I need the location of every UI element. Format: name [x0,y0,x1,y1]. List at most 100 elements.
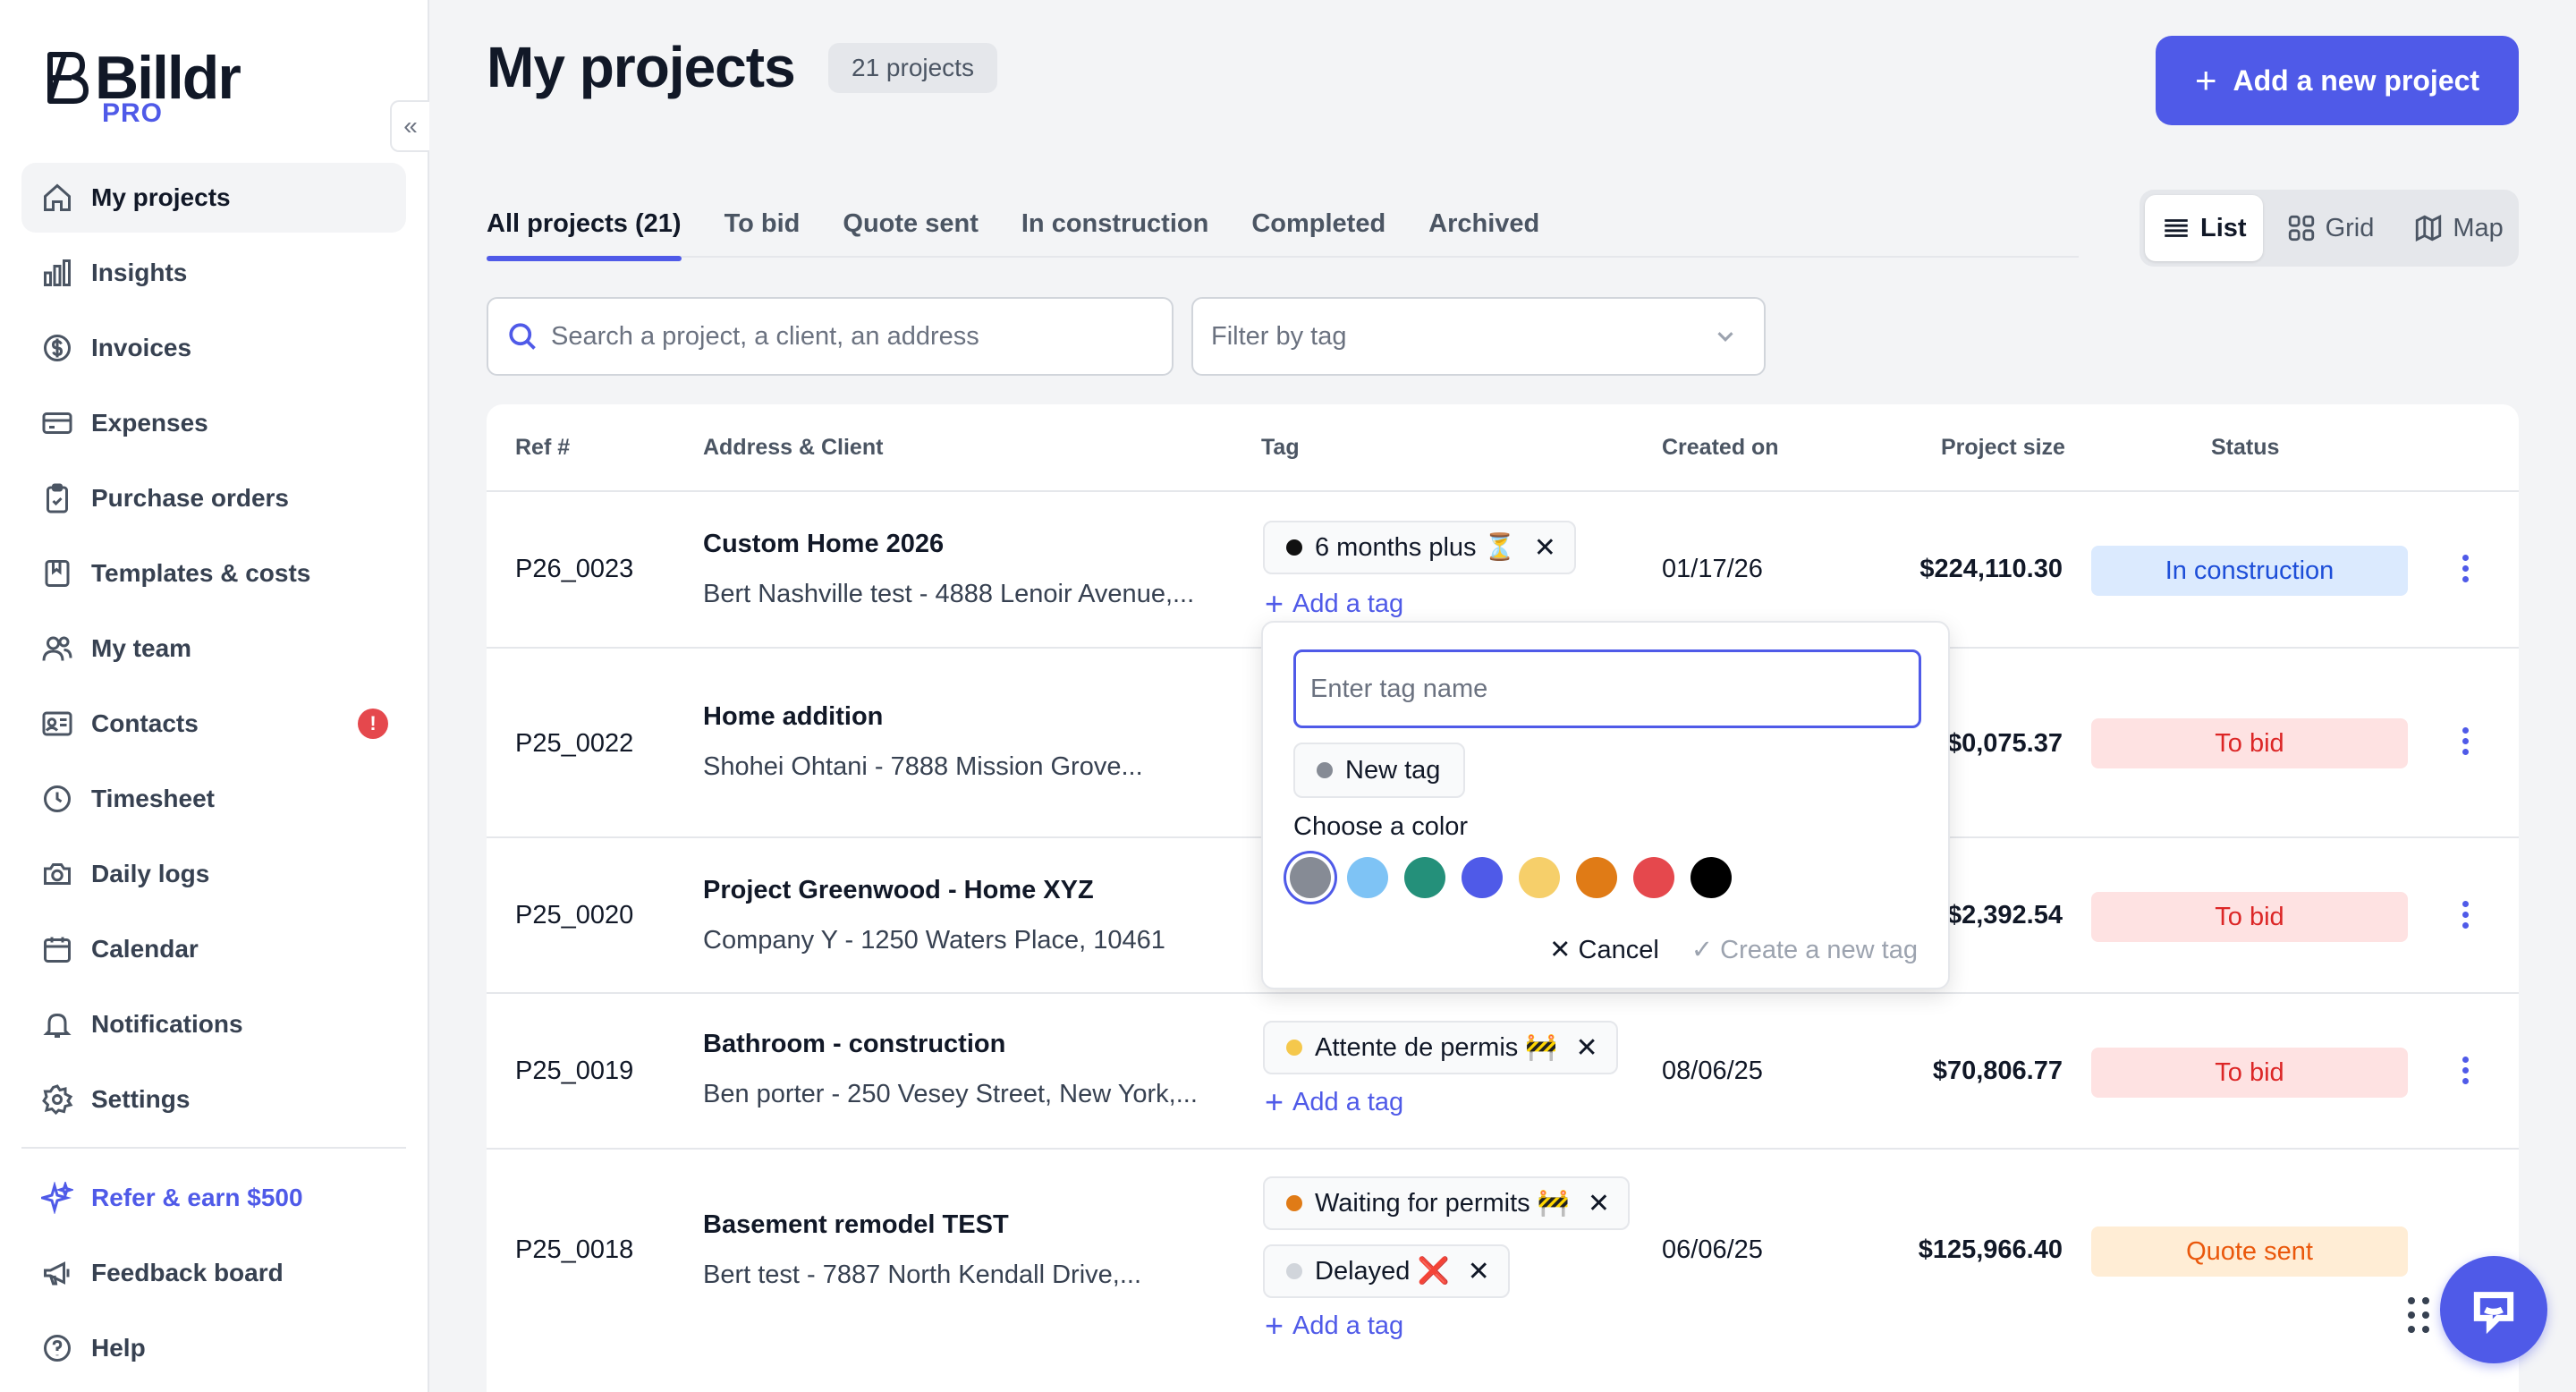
sidebar-item-label: Notifications [91,1010,243,1038]
sidebar-item-expenses[interactable]: Expenses [21,388,406,458]
chat-support-button[interactable] [2440,1256,2547,1363]
tag-chip[interactable]: 6 months plus ⏳ ✕ [1263,521,1576,574]
project-name[interactable]: Bathroom - construction [703,1030,1006,1058]
gear-icon [39,1082,75,1117]
col-address-client[interactable]: Address & Client [703,435,884,460]
plus-icon: + [2194,59,2217,101]
color-swatch-yellow[interactable] [1519,857,1560,898]
collapse-sidebar-button[interactable]: « [390,100,429,152]
status-badge[interactable]: To bid [2091,718,2408,768]
choose-color-label: Choose a color [1293,812,1469,841]
clock-icon [39,781,75,817]
sidebar-item-feedback[interactable]: Feedback board [21,1238,406,1308]
color-swatch-light-blue[interactable] [1347,857,1388,898]
tab-archived[interactable]: Archived [1428,209,1540,238]
book-icon [39,556,75,591]
tag-chip[interactable]: Attente de permis 🚧 ✕ [1263,1021,1618,1074]
color-swatch-black[interactable] [1690,857,1732,898]
table-row[interactable]: P25_0019 Bathroom - construction Ben por… [487,994,2519,1150]
tab-quote-sent[interactable]: Quote sent [843,209,979,238]
sidebar-item-contacts[interactable]: Contacts ! [21,689,406,759]
view-map-button[interactable]: Map [2397,195,2519,261]
tab-to-bid[interactable]: To bid [724,209,801,238]
sidebar-item-timesheet[interactable]: Timesheet [21,764,406,834]
cancel-button[interactable]: ✕ Cancel [1549,934,1659,965]
color-swatch-blue[interactable] [1462,857,1503,898]
tag-chip[interactable]: Waiting for permits 🚧 ✕ [1263,1176,1630,1230]
row-menu-icon[interactable] [2454,1057,2476,1084]
color-swatch-gray[interactable] [1290,857,1331,898]
sidebar-item-invoices[interactable]: Invoices [21,313,406,383]
col-project-size[interactable]: Project size [1941,435,2065,460]
drag-handle-icon[interactable] [2408,1297,2429,1333]
sidebar-item-my-team[interactable]: My team [21,614,406,683]
remove-tag-icon[interactable]: ✕ [1587,1188,1610,1218]
table-row[interactable]: P25_0018 Basement remodel TEST Bert test… [487,1150,2519,1392]
col-ref[interactable]: Ref # [515,435,571,460]
billdr-logo[interactable]: Billdr PRO [45,43,242,128]
color-swatch-red[interactable] [1633,857,1674,898]
row-menu-icon[interactable] [2454,555,2476,582]
chat-icon [2473,1292,2514,1335]
project-name[interactable]: Basement remodel TEST [703,1210,1009,1239]
color-swatch-orange[interactable] [1576,857,1617,898]
sidebar-item-label: Invoices [91,334,192,361]
status-badge[interactable]: To bid [2091,1048,2408,1098]
filter-by-tag-select[interactable]: Filter by tag [1191,297,1766,376]
table-row[interactable]: P26_0023 Custom Home 2026 Bert Nashville… [487,492,2519,649]
project-ref: P25_0018 [515,1235,634,1264]
page-title: My projects [487,35,796,99]
search-input[interactable] [551,321,1141,352]
col-created[interactable]: Created on [1662,435,1779,460]
project-name[interactable]: Project Greenwood - Home XYZ [703,876,1094,904]
col-status[interactable]: Status [2211,435,2280,460]
add-project-button[interactable]: + Add a new project [2156,36,2519,125]
add-tag-link[interactable]: + Add a tag [1265,1083,1403,1121]
project-name[interactable]: Home addition [703,702,884,731]
col-tag[interactable]: Tag [1261,435,1300,460]
sidebar-item-label: Calendar [91,935,199,963]
sidebar-item-label: Purchase orders [91,484,289,512]
project-client: Ben porter - 250 Vesey Street, New York,… [703,1080,1198,1108]
sidebar-item-daily-logs[interactable]: Daily logs [21,839,406,909]
project-size: $2,392.54 [1946,901,2063,929]
sidebar-item-settings[interactable]: Settings [21,1065,406,1134]
sidebar-item-purchase-orders[interactable]: Purchase orders [21,463,406,533]
row-menu-icon[interactable] [2454,727,2476,755]
status-badge[interactable]: To bid [2091,892,2408,942]
credit-card-icon [39,405,75,441]
sidebar-item-insights[interactable]: Insights [21,238,406,308]
users-icon [39,631,75,666]
add-tag-link[interactable]: + Add a tag [1265,1307,1403,1345]
sidebar-item-my-projects[interactable]: My projects [21,163,406,233]
add-tag-label: Add a tag [1292,589,1404,618]
view-list-button[interactable]: List [2145,195,2263,261]
tag-name-input[interactable] [1293,649,1921,728]
add-tag-link[interactable]: + Add a tag [1265,585,1403,623]
sidebar-item-templates[interactable]: Templates & costs [21,539,406,608]
color-swatch-green[interactable] [1404,857,1445,898]
create-tag-button[interactable]: ✓ Create a new tag [1691,934,1918,965]
tab-completed[interactable]: Completed [1251,209,1386,238]
sidebar-item-refer[interactable]: Refer & earn $500 [21,1163,406,1233]
table-row[interactable]: P25_0020 Project Greenwood - Home XYZ Co… [487,838,2519,994]
filter-placeholder: Filter by tag [1211,321,1347,351]
sidebar-item-label: Settings [91,1085,191,1113]
view-grid-button[interactable]: Grid [2270,195,2391,261]
sidebar-item-help[interactable]: Help [21,1313,406,1383]
remove-tag-icon[interactable]: ✕ [1575,1032,1598,1063]
tab-in-construction[interactable]: In construction [1021,209,1209,238]
sidebar-item-notifications[interactable]: Notifications [21,989,406,1059]
tag-chip[interactable]: Delayed ❌ ✕ [1263,1244,1510,1298]
row-menu-icon[interactable] [2454,901,2476,929]
logo-tier: PRO [102,98,164,128]
tab-all-projects[interactable]: All projects (21) [487,202,682,261]
sidebar-item-calendar[interactable]: Calendar [21,914,406,984]
remove-tag-icon[interactable]: ✕ [1533,532,1556,563]
tag-color-dot [1317,762,1333,778]
search-icon [509,323,536,350]
status-badge[interactable]: Quote sent [2091,1226,2408,1277]
status-badge[interactable]: In construction [2091,546,2408,596]
remove-tag-icon[interactable]: ✕ [1467,1256,1490,1286]
project-name[interactable]: Custom Home 2026 [703,530,945,558]
